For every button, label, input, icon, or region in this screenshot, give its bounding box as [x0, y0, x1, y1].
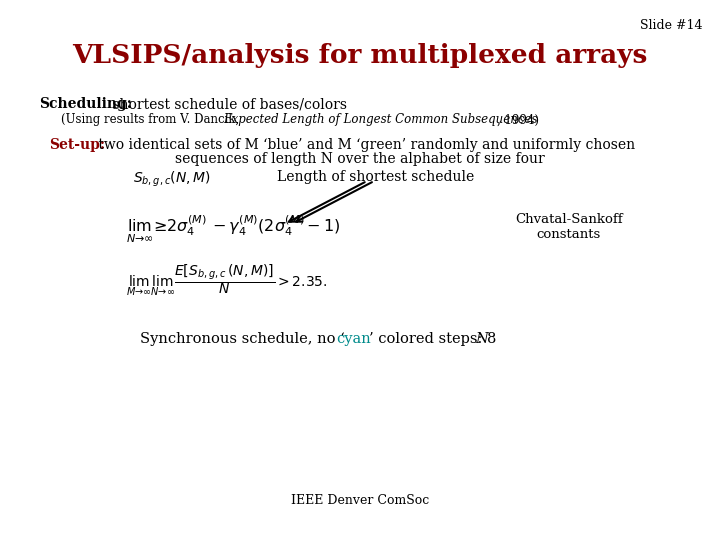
Text: two identical sets of M ‘blue’ and M ‘green’ randomly and uniformly chosen: two identical sets of M ‘blue’ and M ‘gr…: [94, 138, 635, 152]
Text: (Using results from V. Dancik,: (Using results from V. Dancik,: [61, 113, 243, 126]
Text: Slide #14: Slide #14: [639, 19, 702, 32]
Text: Set-up:: Set-up:: [49, 138, 105, 152]
Text: N: N: [475, 332, 488, 346]
Text: Scheduling:: Scheduling:: [40, 97, 132, 111]
Text: shortest schedule of bases/colors: shortest schedule of bases/colors: [108, 97, 347, 111]
Text: VLSIPS/analysis for multiplexed arrays: VLSIPS/analysis for multiplexed arrays: [72, 43, 648, 68]
Text: ’ colored steps: 8: ’ colored steps: 8: [369, 332, 496, 346]
Text: Expected Length of Longest Common Subsequences: Expected Length of Longest Common Subseq…: [223, 113, 538, 126]
Text: $\lim_{M \to \infty} \lim_{N \to \infty} \dfrac{E\left[S_{b,g,c}(N,M)\right]}{N}: $\lim_{M \to \infty} \lim_{N \to \infty}…: [126, 262, 328, 298]
Text: Chvatal-Sankoff
constants: Chvatal-Sankoff constants: [515, 213, 623, 241]
Text: sequences of length N over the alphabet of size four: sequences of length N over the alphabet …: [175, 152, 545, 166]
Text: $S_{b,g,c}(N, M)$: $S_{b,g,c}(N, M)$: [133, 170, 211, 189]
Text: Synchronous schedule, no ‘: Synchronous schedule, no ‘: [140, 332, 345, 346]
Text: $\lim_{N \to \infty} \geq 2\sigma_4^{(M)} - \gamma_4^{(M)}(2\sigma_4^{(M)} - 1)$: $\lim_{N \to \infty} \geq 2\sigma_4^{(M)…: [126, 213, 341, 245]
Text: , 1994): , 1994): [497, 113, 539, 126]
Text: IEEE Denver ComSoc: IEEE Denver ComSoc: [291, 494, 429, 507]
Text: cyan: cyan: [336, 332, 371, 346]
Text: Length of shortest schedule: Length of shortest schedule: [277, 170, 474, 184]
